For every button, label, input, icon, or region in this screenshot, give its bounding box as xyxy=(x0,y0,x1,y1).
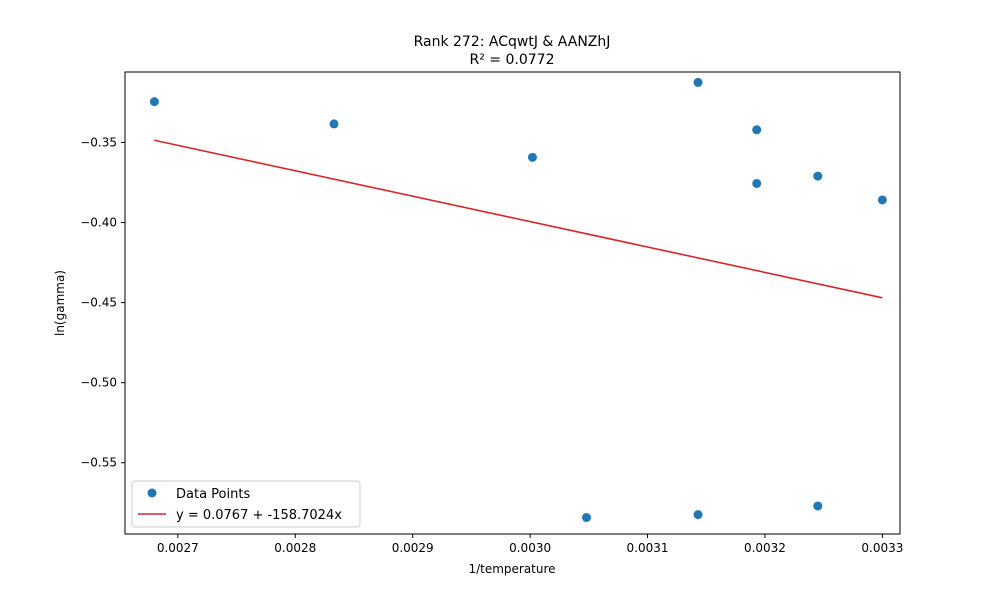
x-tick-label: 0.0028 xyxy=(274,541,316,555)
x-tick-label: 0.0029 xyxy=(392,541,434,555)
fit-line xyxy=(154,139,883,299)
x-tick-label: 0.0030 xyxy=(509,541,551,555)
y-axis-ticks: −0.35 −0.40 −0.45 −0.50 −0.55 xyxy=(80,135,125,470)
data-point xyxy=(877,195,887,205)
legend: Data Points y = 0.0767 + -158.7024x xyxy=(131,480,361,528)
legend-label-data-points: Data Points xyxy=(176,487,250,502)
chart-subtitle: R² = 0.0772 xyxy=(470,52,555,68)
data-point xyxy=(813,171,823,181)
data-point xyxy=(693,77,703,87)
x-axis-ticks: 0.0027 0.0028 0.0029 0.0030 0.0031 0.0032 0.00… xyxy=(157,534,903,555)
legend-box xyxy=(131,480,361,528)
axes-frame xyxy=(124,71,901,535)
data-point xyxy=(329,119,339,129)
data-point xyxy=(813,501,823,511)
data-point xyxy=(581,513,591,523)
data-point xyxy=(752,125,762,135)
y-tick-label: −0.45 xyxy=(80,296,117,310)
series-layer xyxy=(149,77,887,523)
data-point xyxy=(693,510,703,520)
x-tick-label: 0.0032 xyxy=(744,541,786,555)
x-tick-label: 0.0031 xyxy=(627,541,669,555)
x-axis-label: 1/temperature xyxy=(468,562,555,576)
data-point xyxy=(752,178,762,188)
x-tick-label: 0.0027 xyxy=(157,541,199,555)
data-point xyxy=(527,152,537,162)
y-tick-label: −0.50 xyxy=(80,376,117,390)
chart-title: Rank 272: ACqwtJ & AANZhJ xyxy=(414,34,611,50)
y-tick-label: −0.40 xyxy=(80,216,117,230)
legend-scatter-marker xyxy=(147,488,157,498)
legend-label-fit-line: y = 0.0767 + -158.7024x xyxy=(176,508,342,523)
y-axis-label: ln(gamma) xyxy=(53,270,67,336)
x-tick-label: 0.0033 xyxy=(861,541,903,555)
y-tick-label: −0.35 xyxy=(80,135,117,149)
data-point xyxy=(149,97,159,107)
y-tick-label: −0.55 xyxy=(80,456,117,470)
